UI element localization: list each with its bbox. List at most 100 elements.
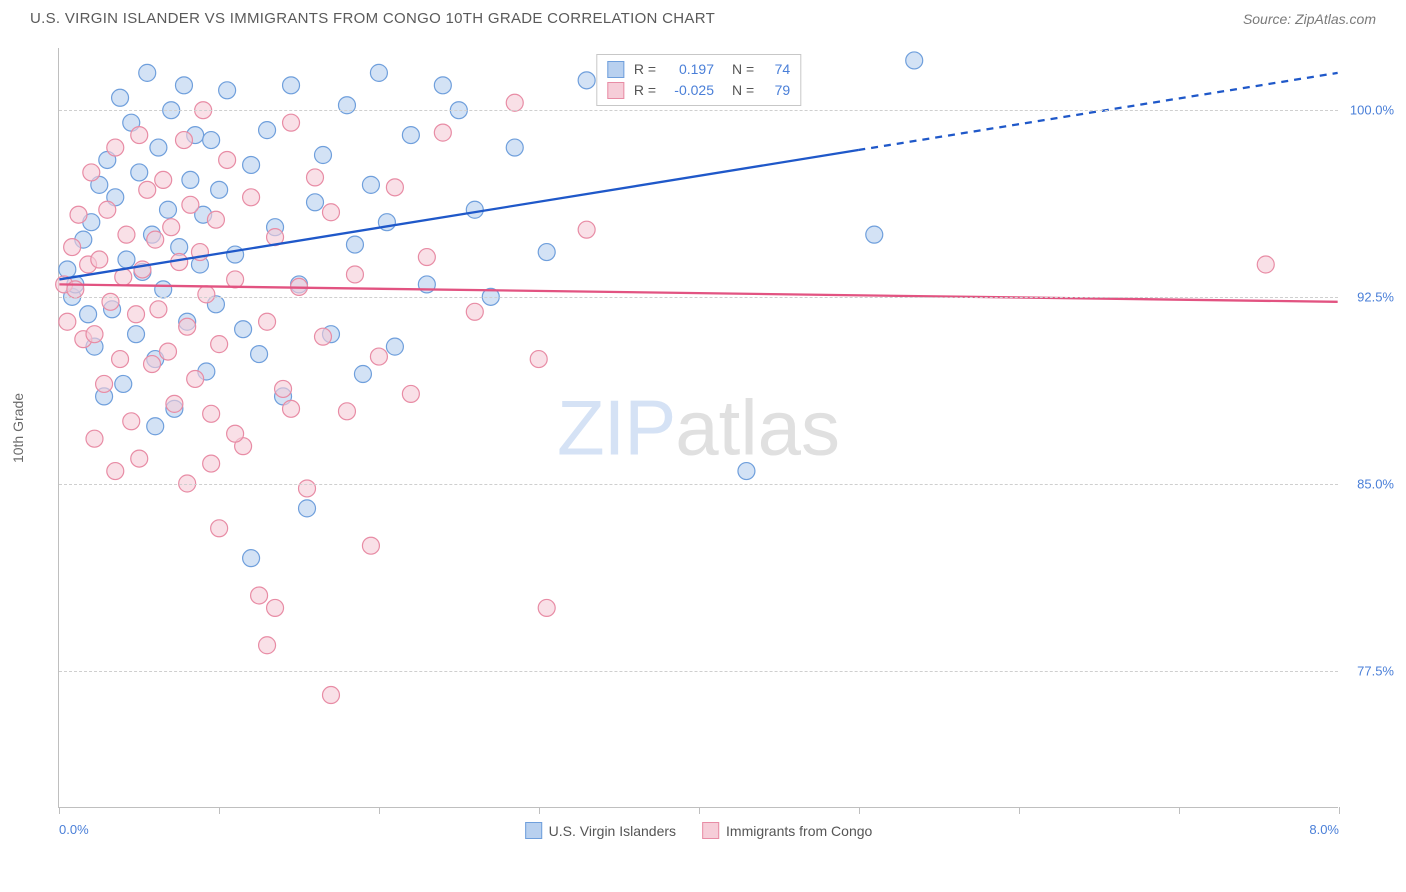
gridline <box>59 297 1338 298</box>
scatter-point <box>219 151 236 168</box>
scatter-point <box>227 271 244 288</box>
scatter-point <box>370 348 387 365</box>
scatter-point <box>179 318 196 335</box>
n-label: N = <box>732 59 754 80</box>
scatter-point <box>1257 256 1274 273</box>
scatter-point <box>198 286 215 303</box>
scatter-point <box>299 500 316 517</box>
scatter-point <box>738 463 755 480</box>
scatter-point <box>203 132 220 149</box>
scatter-point <box>267 599 284 616</box>
series-legend: U.S. Virgin Islanders Immigrants from Con… <box>525 822 873 839</box>
x-tick <box>1339 807 1340 814</box>
scatter-point <box>80 306 97 323</box>
source-attribution: Source: ZipAtlas.com <box>1243 11 1376 27</box>
r-value: -0.025 <box>666 80 714 101</box>
scatter-point <box>118 251 135 268</box>
scatter-point <box>362 176 379 193</box>
scatter-point <box>211 520 228 537</box>
scatter-point <box>150 301 167 318</box>
scatter-point <box>123 413 140 430</box>
x-tick-label: 0.0% <box>59 822 89 837</box>
scatter-point <box>402 385 419 402</box>
x-tick <box>859 807 860 814</box>
scatter-point <box>182 196 199 213</box>
scatter-point <box>283 114 300 131</box>
scatter-point <box>128 326 145 343</box>
legend-swatch <box>607 82 624 99</box>
scatter-point <box>203 455 220 472</box>
scatter-point <box>259 122 276 139</box>
scatter-point <box>64 239 81 256</box>
scatter-point <box>307 194 324 211</box>
series-legend-item: Immigrants from Congo <box>702 822 872 839</box>
x-tick <box>379 807 380 814</box>
y-tick-label: 92.5% <box>1357 290 1394 305</box>
scatter-point <box>112 89 129 106</box>
scatter-point <box>131 450 148 467</box>
y-axis-label: 10th Grade <box>10 393 26 463</box>
scatter-point <box>83 164 100 181</box>
scatter-point <box>139 64 156 81</box>
scatter-point <box>259 313 276 330</box>
chart-plot-area: ZIPatlas R =0.197N =74R =-0.025N =79 U.S… <box>58 48 1338 808</box>
scatter-point <box>434 77 451 94</box>
scatter-point <box>207 211 224 228</box>
scatter-point <box>506 139 523 156</box>
x-tick <box>219 807 220 814</box>
regression-line <box>59 284 1337 301</box>
scatter-point <box>259 637 276 654</box>
r-label: R = <box>634 80 656 101</box>
scatter-point <box>578 221 595 238</box>
scatter-point <box>578 72 595 89</box>
scatter-point <box>112 351 129 368</box>
scatter-point <box>118 226 135 243</box>
n-value: 79 <box>764 80 790 101</box>
n-value: 74 <box>764 59 790 80</box>
regression-line-extrapolated <box>858 73 1337 150</box>
scatter-point <box>370 64 387 81</box>
scatter-point <box>70 206 87 223</box>
x-tick <box>1019 807 1020 814</box>
scatter-point <box>139 181 156 198</box>
x-tick <box>539 807 540 814</box>
scatter-point <box>251 587 268 604</box>
scatter-point <box>182 171 199 188</box>
scatter-point <box>107 139 124 156</box>
scatter-point <box>211 181 228 198</box>
scatter-point <box>160 343 177 360</box>
scatter-point <box>227 425 244 442</box>
scatter-point <box>128 306 145 323</box>
stats-legend: R =0.197N =74R =-0.025N =79 <box>596 54 801 106</box>
scatter-point <box>506 94 523 111</box>
scatter-point <box>322 204 339 221</box>
scatter-point <box>144 356 161 373</box>
scatter-point <box>160 201 177 218</box>
scatter-point <box>322 687 339 704</box>
scatter-point <box>251 346 268 363</box>
series-legend-item: U.S. Virgin Islanders <box>525 822 676 839</box>
legend-swatch <box>525 822 542 839</box>
gridline <box>59 671 1338 672</box>
scatter-point <box>59 313 76 330</box>
scatter-point <box>354 366 371 383</box>
r-value: 0.197 <box>666 59 714 80</box>
scatter-point <box>155 171 172 188</box>
scatter-point <box>530 351 547 368</box>
scatter-point <box>227 246 244 263</box>
scatter-point <box>163 219 180 236</box>
scatter-point <box>243 189 260 206</box>
scatter-point <box>275 380 292 397</box>
scatter-point <box>315 147 332 164</box>
r-label: R = <box>634 59 656 80</box>
scatter-point <box>102 293 119 310</box>
series-name: U.S. Virgin Islanders <box>549 823 676 839</box>
scatter-point <box>86 326 103 343</box>
scatter-point <box>315 328 332 345</box>
scatter-point <box>166 395 183 412</box>
y-tick-label: 100.0% <box>1350 103 1394 118</box>
scatter-point <box>155 281 172 298</box>
scatter-point <box>131 127 148 144</box>
scatter-point <box>362 537 379 554</box>
scatter-point <box>134 261 151 278</box>
